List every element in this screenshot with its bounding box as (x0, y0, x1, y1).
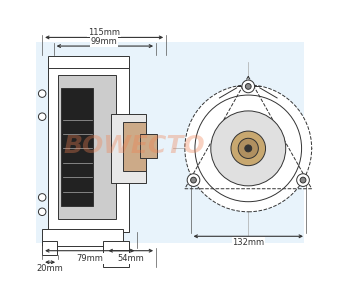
Circle shape (191, 177, 196, 183)
Circle shape (300, 177, 306, 183)
Text: 54mm: 54mm (118, 254, 144, 263)
Text: 79mm: 79mm (76, 254, 103, 263)
Bar (140, 134, 158, 159)
Text: 115mm: 115mm (88, 28, 120, 37)
Bar (111, 114, 146, 183)
Circle shape (39, 90, 46, 97)
Bar (48, 65, 129, 232)
Circle shape (231, 131, 266, 166)
Circle shape (245, 145, 252, 152)
Circle shape (195, 95, 301, 202)
Bar (123, 123, 146, 171)
Bar (42, 229, 123, 246)
Circle shape (297, 174, 309, 187)
Circle shape (39, 194, 46, 201)
Bar (58, 75, 116, 219)
Bar (42, 241, 56, 255)
Circle shape (242, 80, 255, 93)
Circle shape (245, 84, 251, 89)
Circle shape (39, 113, 46, 120)
FancyBboxPatch shape (37, 42, 305, 244)
Circle shape (187, 174, 200, 187)
Text: 20mm: 20mm (37, 264, 64, 273)
Bar (48, 56, 129, 68)
Text: 99mm: 99mm (91, 37, 118, 46)
Text: 132mm: 132mm (232, 238, 264, 247)
Circle shape (211, 111, 286, 186)
Circle shape (39, 208, 46, 216)
Bar (103, 241, 129, 267)
Circle shape (238, 138, 258, 159)
Circle shape (185, 85, 312, 212)
Bar (62, 88, 93, 206)
Text: BOWECTO: BOWECTO (64, 134, 205, 157)
